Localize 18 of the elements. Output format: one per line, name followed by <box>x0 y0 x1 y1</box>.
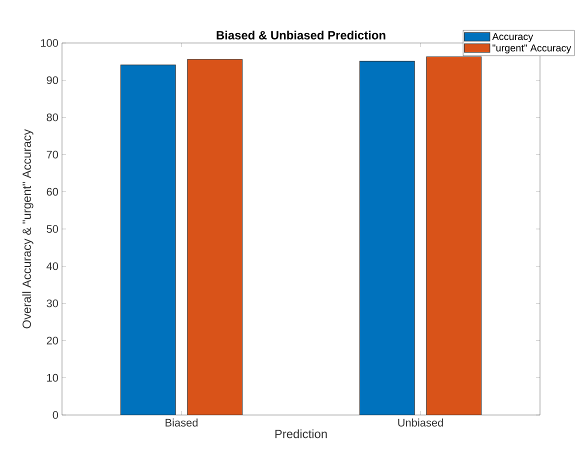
legend-label: Accuracy <box>492 33 534 42</box>
x-tick-label: Biased <box>166 418 198 427</box>
y-tick-label: 100 <box>41 39 58 47</box>
y-axis-title: Overall Accuracy & "urgent" Accuracy <box>22 129 34 328</box>
y-tick-label: 80 <box>46 114 58 122</box>
y-tick-label: 30 <box>46 300 58 308</box>
y-tick-label: 20 <box>46 336 58 344</box>
y-tick-label: 40 <box>46 262 58 270</box>
y-tick-label: 60 <box>46 188 58 196</box>
y-tick-label: 0 <box>52 411 58 419</box>
y-tick-label: 50 <box>46 225 58 233</box>
chart-title: Biased & Unbiased Prediction <box>216 30 386 40</box>
y-tick-label: 90 <box>46 76 58 84</box>
x-tick-label: Unbiased <box>398 418 443 427</box>
y-tick-label: 10 <box>47 374 58 382</box>
x-axis-title: Prediction <box>275 429 327 438</box>
y-tick-label: 70 <box>46 150 58 158</box>
legend-label: "urgent" Accuracy <box>492 44 572 54</box>
